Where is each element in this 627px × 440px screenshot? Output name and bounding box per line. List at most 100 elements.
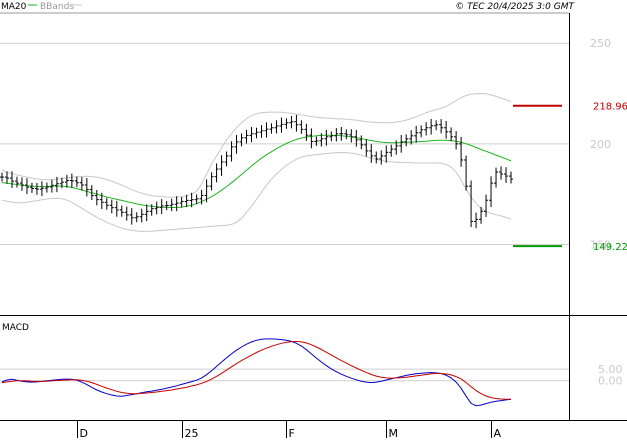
price-bar bbox=[509, 171, 513, 184]
price-levels: 218.96 149.22 bbox=[513, 102, 627, 253]
price-bar bbox=[144, 204, 149, 222]
price-bar bbox=[474, 212, 479, 229]
price-bar bbox=[189, 192, 194, 208]
price-bar bbox=[309, 128, 314, 149]
macd-y-tick-label: 5.00 bbox=[598, 363, 623, 376]
resistance-label: 218.96 bbox=[593, 102, 627, 113]
price-bar bbox=[99, 192, 104, 210]
price-bar bbox=[54, 176, 59, 193]
price-bars bbox=[0, 114, 513, 229]
price-bar bbox=[369, 144, 374, 163]
price-bar bbox=[339, 126, 344, 141]
price-bar bbox=[129, 208, 134, 225]
price-bar bbox=[104, 197, 109, 210]
price-y-tick-label: 250 bbox=[590, 37, 611, 50]
price-bar bbox=[294, 114, 299, 132]
price-bar bbox=[269, 123, 274, 134]
price-bar bbox=[464, 155, 469, 191]
x-tick-label: M bbox=[389, 427, 399, 440]
price-bar bbox=[224, 151, 229, 167]
price-bar bbox=[264, 122, 269, 138]
price-bar bbox=[59, 177, 64, 189]
price-bar bbox=[444, 120, 449, 139]
x-tick-label: 25 bbox=[185, 427, 199, 440]
macd-y-ticks: 5.000.00 bbox=[598, 363, 623, 388]
price-bar bbox=[84, 178, 89, 197]
price-bar bbox=[234, 135, 239, 154]
price-grid bbox=[0, 42, 569, 246]
price-bar bbox=[454, 131, 459, 150]
price-bar bbox=[409, 130, 414, 145]
price-bar bbox=[124, 206, 129, 221]
price-bar bbox=[389, 144, 394, 157]
price-bar bbox=[319, 133, 324, 147]
price-bar bbox=[449, 127, 454, 142]
price-bar bbox=[254, 127, 259, 139]
price-bar bbox=[159, 199, 164, 215]
macd-line bbox=[1, 338, 512, 407]
price-bar bbox=[194, 194, 199, 205]
price-bar bbox=[69, 173, 74, 188]
price-bar bbox=[44, 182, 49, 193]
x-tick-label: A bbox=[494, 427, 502, 440]
bb-upper-line bbox=[1, 92, 512, 198]
macd-grid bbox=[0, 368, 569, 382]
legend-ma20: MA20 bbox=[1, 2, 27, 12]
signal-line bbox=[1, 340, 511, 400]
price-bar bbox=[4, 171, 9, 184]
price-bar bbox=[214, 163, 219, 183]
price-bar bbox=[414, 125, 419, 143]
price-bar bbox=[299, 120, 304, 134]
price-bar bbox=[314, 136, 319, 146]
price-bar bbox=[274, 120, 279, 134]
price-bar bbox=[279, 117, 284, 133]
price-bar bbox=[219, 155, 224, 176]
price-bar bbox=[494, 167, 499, 188]
price-bar bbox=[359, 135, 364, 150]
price-bar bbox=[204, 179, 209, 203]
price-bar bbox=[334, 128, 339, 142]
price-bar bbox=[29, 182, 34, 193]
bb-lower-line bbox=[1, 151, 512, 232]
price-bar bbox=[434, 120, 439, 131]
price-bar bbox=[24, 178, 29, 194]
price-bar bbox=[244, 129, 249, 144]
price-bar bbox=[34, 182, 39, 195]
price-bar bbox=[39, 181, 44, 197]
price-bar bbox=[304, 123, 309, 141]
price-bar bbox=[14, 176, 19, 188]
price-bar bbox=[209, 172, 214, 191]
price-bar bbox=[349, 129, 354, 143]
price-bar bbox=[239, 133, 244, 147]
x-tick-label: D bbox=[80, 427, 88, 440]
price-bar bbox=[289, 116, 294, 129]
price-bar bbox=[384, 145, 389, 163]
price-y-tick-label: 200 bbox=[590, 138, 611, 151]
price-bar bbox=[154, 201, 159, 215]
price-bar bbox=[139, 208, 144, 223]
ma20-line-group bbox=[1, 134, 512, 208]
price-y-ticks: 250 200 150 bbox=[590, 37, 611, 251]
copyright-timestamp: © TEC 20/4/2025 3:0 GMT bbox=[455, 2, 575, 12]
price-bar bbox=[354, 129, 359, 147]
price-bar bbox=[499, 166, 504, 180]
price-bar bbox=[94, 189, 99, 206]
price-bar bbox=[459, 137, 464, 167]
support-label: 149.22 bbox=[593, 242, 627, 253]
panel-frames bbox=[0, 12, 627, 421]
price-bar bbox=[504, 167, 509, 183]
price-bar bbox=[169, 198, 174, 212]
price-bar bbox=[429, 118, 434, 135]
price-bar bbox=[284, 118, 289, 129]
price-bar bbox=[424, 122, 429, 136]
legend-bbands: BBands bbox=[40, 2, 74, 12]
x-tick-label: F bbox=[289, 427, 295, 440]
price-bar bbox=[379, 150, 384, 165]
price-bar bbox=[134, 212, 139, 223]
price-bar bbox=[109, 199, 114, 214]
header: MA20 BBands © TEC 20/4/2025 3:0 GMT bbox=[1, 2, 576, 12]
price-bar bbox=[229, 141, 234, 162]
price-bar bbox=[199, 189, 204, 205]
price-bar bbox=[184, 194, 189, 208]
